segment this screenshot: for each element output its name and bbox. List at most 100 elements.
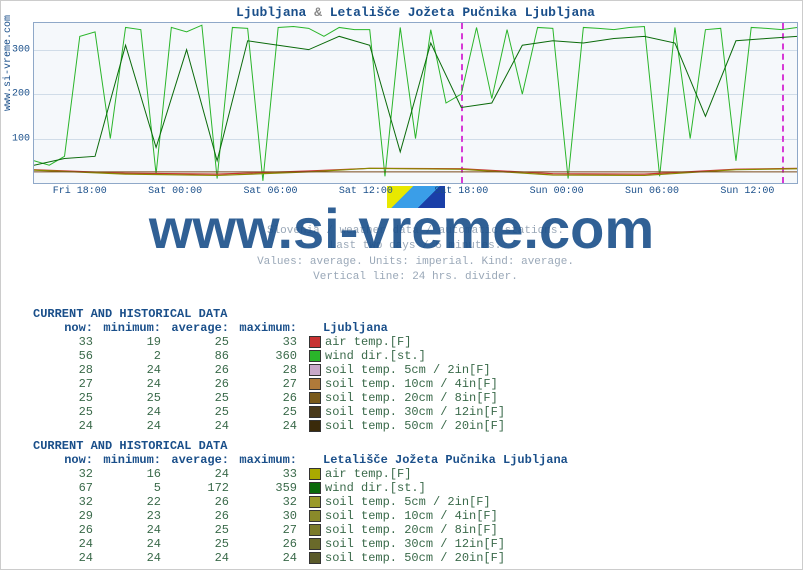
cell-now: 25 (33, 391, 101, 405)
caption-line: Vertical line: 24 hrs. divider. (33, 270, 798, 285)
cell-avg: 24 (169, 419, 237, 433)
cell-max: 33 (237, 335, 305, 349)
cell-min: 24 (101, 377, 169, 391)
chart-plot: 100200300Fri 18:00Sat 00:00Sat 06:00Sat … (33, 22, 798, 184)
col-header: average: (169, 453, 237, 467)
cell-avg: 26 (169, 509, 237, 523)
cell-max: 25 (237, 405, 305, 419)
table-row: 29232630soil temp. 10cm / 4in[F] (33, 509, 576, 523)
cell-min: 19 (101, 335, 169, 349)
cell-max: 32 (237, 495, 305, 509)
metric-label: soil temp. 20cm / 8in[F] (305, 391, 513, 405)
metric-label: soil temp. 5cm / 2in[F] (305, 495, 576, 509)
metric-label: soil temp. 30cm / 12in[F] (305, 537, 576, 551)
cell-max: 28 (237, 363, 305, 377)
cell-min: 24 (101, 363, 169, 377)
y-tick: 100 (6, 133, 30, 144)
cell-now: 56 (33, 349, 101, 363)
color-swatch (309, 468, 321, 480)
cell-avg: 24 (169, 467, 237, 481)
series-wind_dir_a (34, 25, 797, 181)
cell-now: 29 (33, 509, 101, 523)
col-header: average: (169, 321, 237, 335)
color-swatch (309, 364, 321, 376)
table-row: 56286360wind dir.[st.] (33, 349, 513, 363)
table-row: 28242628soil temp. 5cm / 2in[F] (33, 363, 513, 377)
cell-min: 24 (101, 537, 169, 551)
color-swatch (309, 406, 321, 418)
chart-container: Ljubljana & Letališče Jožeta Pučnika Lju… (33, 5, 798, 225)
location-header: Ljubljana (305, 321, 513, 335)
col-header: maximum: (237, 321, 305, 335)
cell-avg: 26 (169, 363, 237, 377)
title-amp: & (314, 5, 322, 20)
table-row: 24242526soil temp. 30cm / 12in[F] (33, 537, 576, 551)
table-row: 32222632soil temp. 5cm / 2in[F] (33, 495, 576, 509)
cell-min: 24 (101, 523, 169, 537)
location-header: Letališče Jožeta Pučnika Ljubljana (305, 453, 576, 467)
x-tick: Sun 00:00 (530, 186, 584, 197)
metric-label: soil temp. 30cm / 12in[F] (305, 405, 513, 419)
cell-now: 28 (33, 363, 101, 377)
color-swatch (309, 336, 321, 348)
cell-max: 24 (237, 551, 305, 565)
table-title: CURRENT AND HISTORICAL DATA (33, 307, 794, 321)
cell-min: 24 (101, 405, 169, 419)
cell-max: 24 (237, 419, 305, 433)
table-row: 25242525soil temp. 30cm / 12in[F] (33, 405, 513, 419)
cell-min: 24 (101, 419, 169, 433)
table-row: 25252526soil temp. 20cm / 8in[F] (33, 391, 513, 405)
metric-label: soil temp. 50cm / 20in[F] (305, 419, 513, 433)
caption-line: Slovenia / weather data / automatic stat… (33, 224, 798, 239)
x-tick: Sun 12:00 (720, 186, 774, 197)
cell-avg: 26 (169, 377, 237, 391)
cell-avg: 25 (169, 335, 237, 349)
cell-avg: 25 (169, 391, 237, 405)
data-table: now:minimum:average:maximum:Ljubljana331… (33, 321, 513, 433)
data-tables: CURRENT AND HISTORICAL DATAnow:minimum:a… (33, 301, 794, 565)
metric-label: air temp.[F] (305, 335, 513, 349)
table-row: 675172359wind dir.[st.] (33, 481, 576, 495)
metric-label: soil temp. 50cm / 20in[F] (305, 551, 576, 565)
cell-now: 33 (33, 335, 101, 349)
cell-now: 32 (33, 467, 101, 481)
table-row: 26242527soil temp. 20cm / 8in[F] (33, 523, 576, 537)
metric-label: soil temp. 20cm / 8in[F] (305, 523, 576, 537)
cell-max: 27 (237, 523, 305, 537)
table-row: 24242424soil temp. 50cm / 20in[F] (33, 419, 513, 433)
cell-min: 16 (101, 467, 169, 481)
cell-min: 5 (101, 481, 169, 495)
metric-label: wind dir.[st.] (305, 349, 513, 363)
metric-label: soil temp. 5cm / 2in[F] (305, 363, 513, 377)
x-tick: Sat 06:00 (244, 186, 298, 197)
cell-avg: 24 (169, 551, 237, 565)
cell-now: 26 (33, 523, 101, 537)
cell-now: 24 (33, 419, 101, 433)
table-title: CURRENT AND HISTORICAL DATA (33, 439, 794, 453)
cell-now: 32 (33, 495, 101, 509)
col-header: minimum: (101, 321, 169, 335)
cell-max: 30 (237, 509, 305, 523)
col-header: maximum: (237, 453, 305, 467)
color-swatch (309, 482, 321, 494)
table-row: 33192533air temp.[F] (33, 335, 513, 349)
cell-avg: 25 (169, 405, 237, 419)
cell-avg: 25 (169, 537, 237, 551)
metric-label: wind dir.[st.] (305, 481, 576, 495)
cell-max: 27 (237, 377, 305, 391)
x-tick: Sat 00:00 (148, 186, 202, 197)
cell-min: 24 (101, 551, 169, 565)
cell-now: 24 (33, 551, 101, 565)
cell-max: 360 (237, 349, 305, 363)
cell-min: 23 (101, 509, 169, 523)
color-swatch (309, 524, 321, 536)
table-row: 27242627soil temp. 10cm / 4in[F] (33, 377, 513, 391)
color-swatch (309, 510, 321, 522)
cell-max: 26 (237, 537, 305, 551)
x-tick: Sun 06:00 (625, 186, 679, 197)
chart-svg (34, 23, 797, 183)
metric-label: soil temp. 10cm / 4in[F] (305, 377, 513, 391)
color-swatch (309, 350, 321, 362)
x-tick: Sat 12:00 (339, 186, 393, 197)
color-swatch (309, 552, 321, 564)
